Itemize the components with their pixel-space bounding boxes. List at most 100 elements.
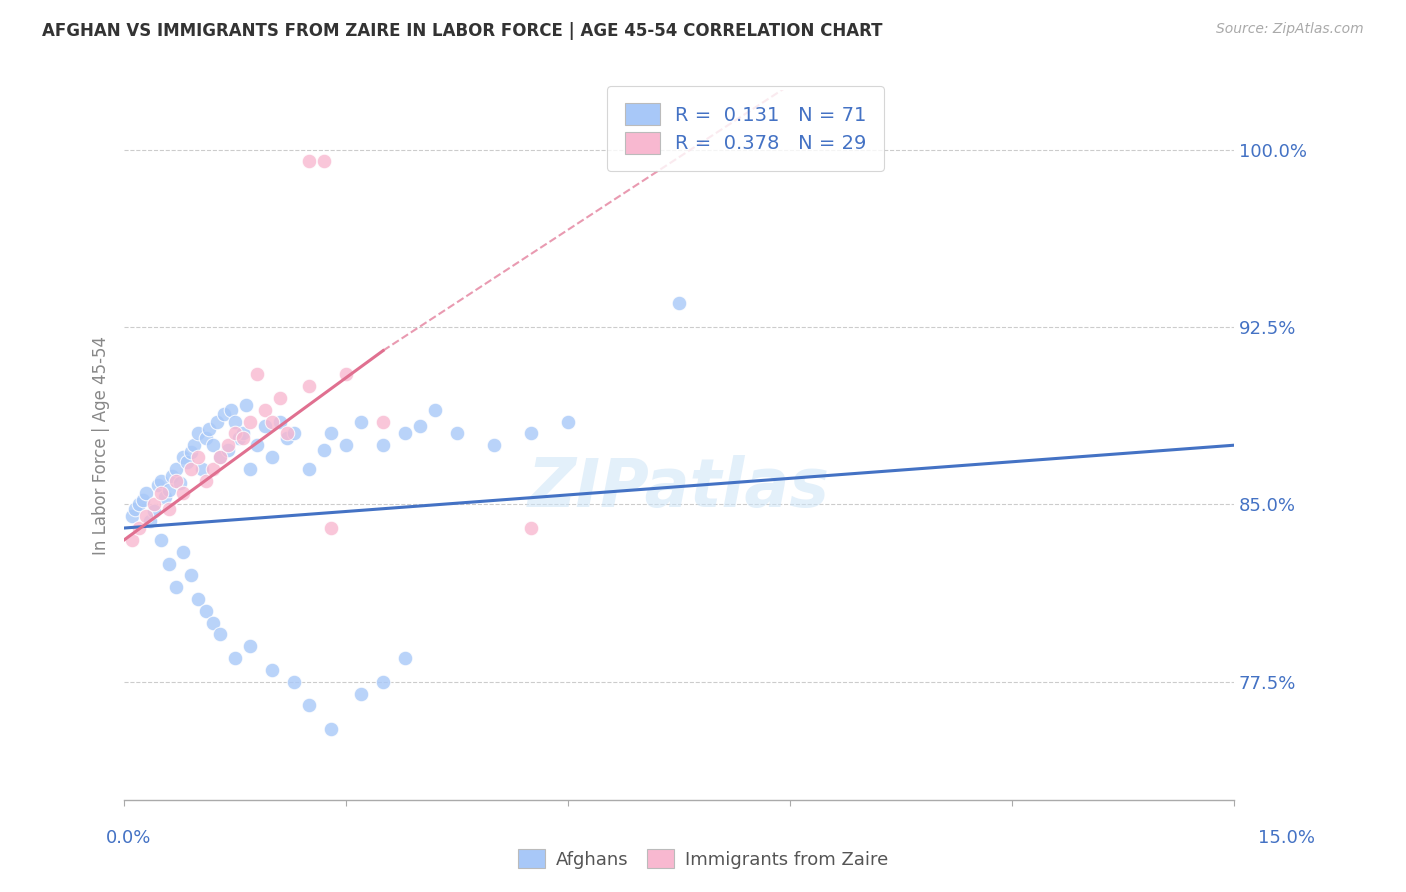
Point <box>269 391 291 405</box>
Point <box>312 442 335 457</box>
Point <box>262 450 284 464</box>
Y-axis label: In Labor Force | Age 45-54: In Labor Force | Age 45-54 <box>93 335 110 555</box>
Point <box>201 462 224 476</box>
Point <box>191 462 214 476</box>
Point <box>172 450 194 464</box>
Point <box>235 398 257 412</box>
Point <box>165 474 187 488</box>
Point <box>246 368 269 382</box>
Point <box>228 431 250 445</box>
Point <box>209 450 232 464</box>
Point <box>269 415 291 429</box>
Point <box>157 557 180 571</box>
Point <box>335 438 357 452</box>
Point <box>194 604 217 618</box>
Point <box>169 476 191 491</box>
Point <box>321 521 343 535</box>
Point <box>298 154 321 169</box>
Point <box>232 426 254 441</box>
Point <box>194 431 217 445</box>
Point <box>180 445 202 459</box>
Point <box>139 514 162 528</box>
Point <box>165 580 187 594</box>
Point <box>446 426 468 441</box>
Point <box>180 568 202 582</box>
Point <box>172 485 194 500</box>
Point <box>146 478 169 492</box>
Point <box>162 469 184 483</box>
Point <box>135 485 157 500</box>
Point <box>409 419 432 434</box>
Point <box>262 415 284 429</box>
Point <box>124 502 146 516</box>
Point <box>209 450 232 464</box>
Point <box>335 368 357 382</box>
Point <box>187 592 209 607</box>
Point <box>371 674 394 689</box>
Point <box>187 426 209 441</box>
Text: 0.0%: 0.0% <box>105 829 150 847</box>
Point <box>350 415 373 429</box>
Point <box>253 419 276 434</box>
Point <box>350 687 373 701</box>
Point <box>224 415 246 429</box>
Point <box>142 504 165 518</box>
Point <box>312 154 335 169</box>
Point <box>371 415 394 429</box>
Point <box>128 521 150 535</box>
Point <box>239 462 262 476</box>
Point <box>180 462 202 476</box>
Point <box>128 497 150 511</box>
Point <box>153 490 176 504</box>
Point <box>262 663 284 677</box>
Point <box>183 438 205 452</box>
Point <box>142 497 165 511</box>
Point <box>482 438 505 452</box>
Point <box>321 426 343 441</box>
Point <box>209 627 232 641</box>
Point <box>520 521 543 535</box>
Point <box>276 431 298 445</box>
Point <box>371 438 394 452</box>
Point <box>150 485 173 500</box>
Point <box>246 438 269 452</box>
Point <box>198 422 221 436</box>
Point <box>423 402 446 417</box>
Text: AFGHAN VS IMMIGRANTS FROM ZAIRE IN LABOR FORCE | AGE 45-54 CORRELATION CHART: AFGHAN VS IMMIGRANTS FROM ZAIRE IN LABOR… <box>42 22 883 40</box>
Point <box>232 431 254 445</box>
Text: 15.0%: 15.0% <box>1257 829 1315 847</box>
Point <box>121 533 143 547</box>
Legend: R =  0.131   N = 71, R =  0.378   N = 29: R = 0.131 N = 71, R = 0.378 N = 29 <box>607 86 884 171</box>
Point <box>520 426 543 441</box>
Point <box>205 415 228 429</box>
Text: Source: ZipAtlas.com: Source: ZipAtlas.com <box>1216 22 1364 37</box>
Point <box>321 722 343 736</box>
Point <box>239 640 262 654</box>
Point <box>224 426 246 441</box>
Text: ZIPatlas: ZIPatlas <box>529 455 830 521</box>
Point <box>187 450 209 464</box>
Point <box>394 426 416 441</box>
Point <box>165 462 187 476</box>
Point <box>276 426 298 441</box>
Point <box>668 296 690 310</box>
Point <box>298 379 321 393</box>
Point <box>121 509 143 524</box>
Point <box>201 438 224 452</box>
Point <box>157 502 180 516</box>
Point <box>157 483 180 498</box>
Point <box>150 474 173 488</box>
Point <box>221 402 243 417</box>
Point <box>224 651 246 665</box>
Legend: Afghans, Immigrants from Zaire: Afghans, Immigrants from Zaire <box>510 842 896 876</box>
Point <box>283 674 305 689</box>
Point <box>132 492 155 507</box>
Point <box>394 651 416 665</box>
Point <box>239 415 262 429</box>
Point <box>253 402 276 417</box>
Point <box>298 698 321 713</box>
Point <box>201 615 224 630</box>
Point <box>135 509 157 524</box>
Point <box>212 408 235 422</box>
Point <box>283 426 305 441</box>
